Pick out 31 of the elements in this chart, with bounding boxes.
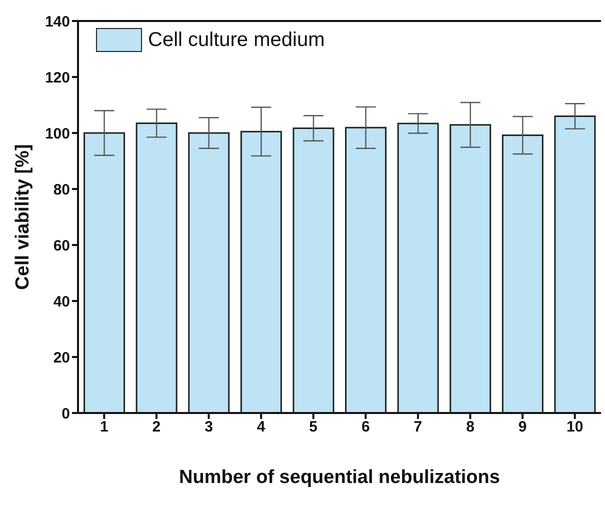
bar	[136, 122, 178, 413]
y-tick-label: 140	[44, 13, 70, 30]
y-tick-label: 20	[53, 349, 70, 366]
x-tick-label: 3	[204, 418, 213, 436]
y-axis-title: Cell viability [%]	[12, 144, 34, 290]
x-tick-label: 10	[566, 418, 584, 436]
y-tick-label: 40	[53, 293, 70, 310]
y-tick-label: 0	[62, 405, 70, 422]
x-axis-title: Number of sequential nebulizations	[179, 467, 500, 488]
x-tick-label: 9	[518, 418, 527, 436]
bar	[450, 124, 492, 413]
bar	[554, 115, 596, 413]
y-tick-label: 80	[53, 181, 70, 198]
y-tick-label: 100	[44, 125, 70, 142]
bar	[502, 134, 544, 413]
bar	[397, 122, 439, 413]
x-tick-label: 6	[361, 418, 370, 436]
bar	[345, 126, 387, 413]
bar	[240, 130, 282, 413]
legend-label: Cell culture medium	[148, 28, 325, 52]
x-tick-label: 5	[309, 418, 318, 436]
x-tick-label: 7	[414, 418, 422, 436]
x-tick-label: 2	[152, 418, 161, 436]
bar	[188, 132, 230, 413]
x-tick-label: 4	[256, 418, 266, 436]
y-tick-label: 120	[44, 69, 70, 86]
x-tick-label: 8	[466, 418, 474, 436]
x-tick-label: 1	[100, 418, 108, 436]
bar	[292, 127, 334, 413]
y-tick-label: 60	[53, 237, 70, 254]
bar	[84, 132, 126, 413]
